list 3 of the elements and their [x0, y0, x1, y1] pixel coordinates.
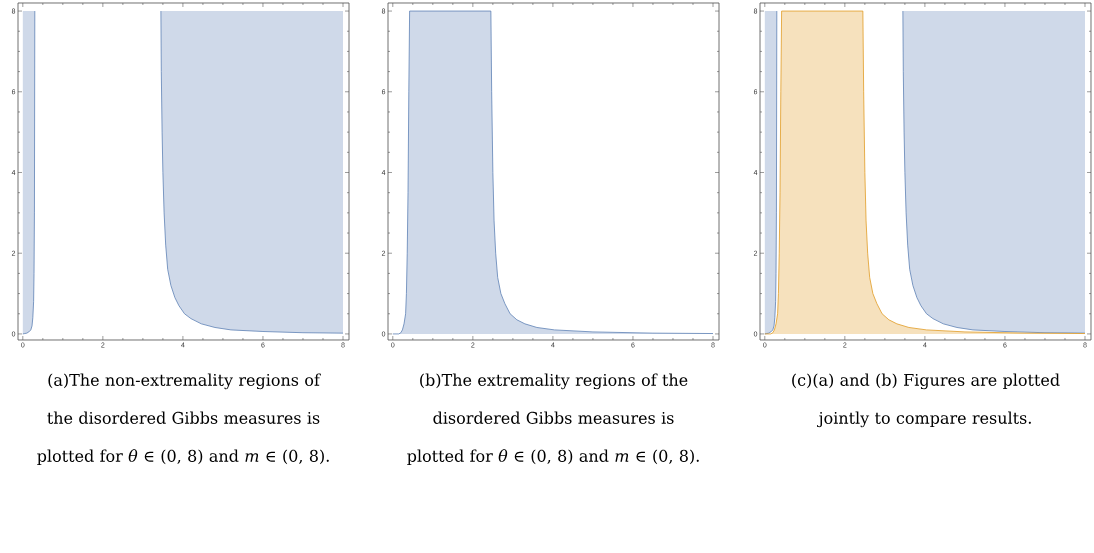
- text: (a)The non-extremality regions of the disordered Gibbs measures is plotted for θ ∈ (0, 8) and m ∈ (0, 8).: [37, 373, 329, 465]
- text: (b)The extremality regions of the disordered Gibbs measures is plotted for θ ∈ (0, 8) and m ∈ (0, 8).: [407, 373, 699, 465]
- text: (c)(a) and (b) Figures are plotted jointly to compare results.: [792, 373, 1060, 428]
